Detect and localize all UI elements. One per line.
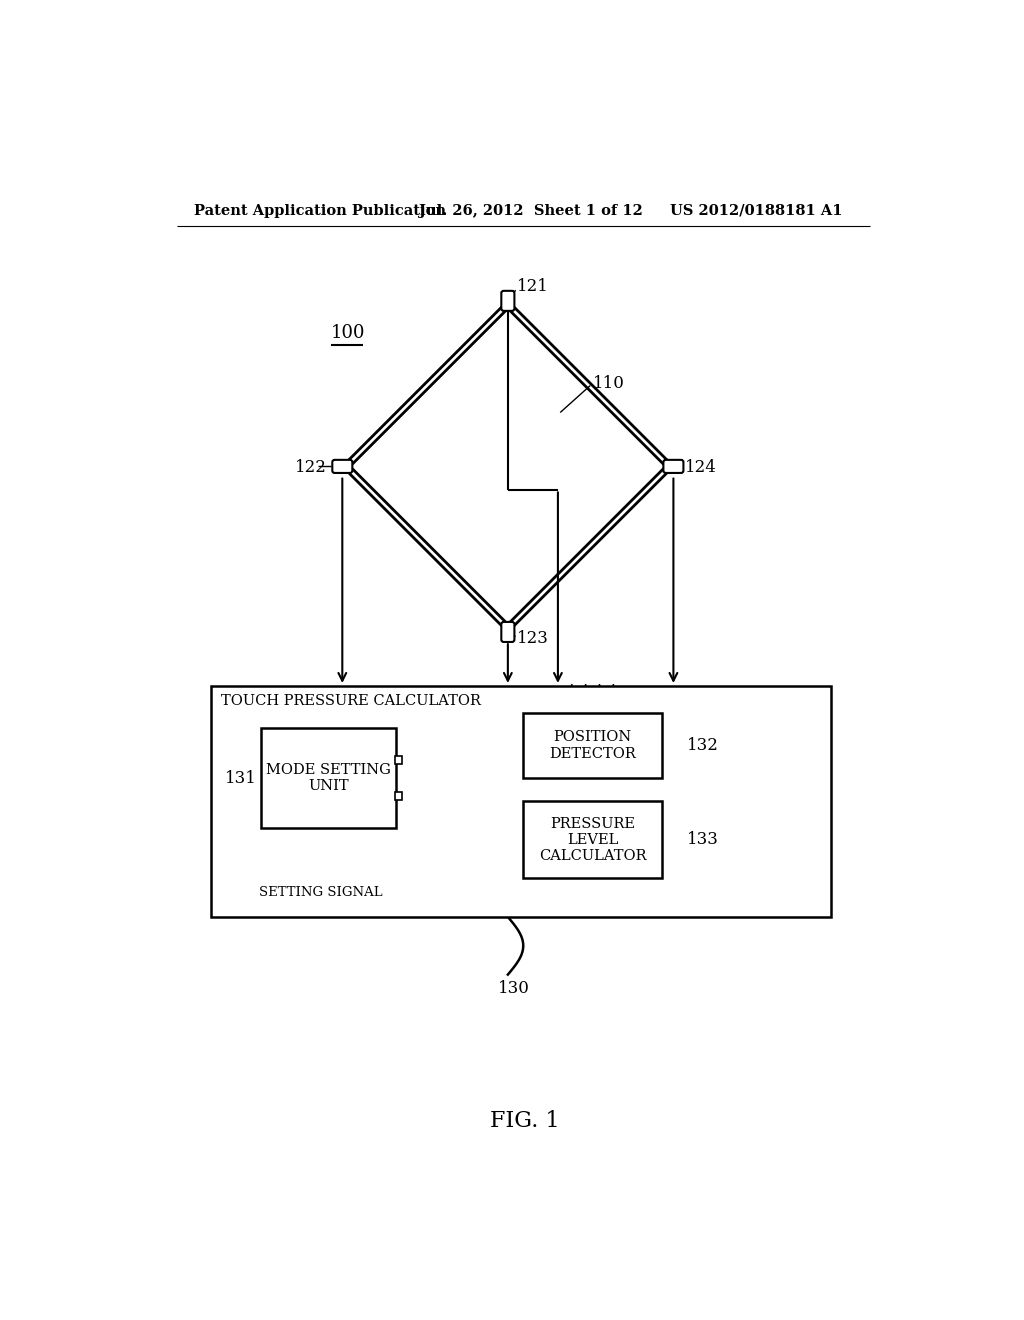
Text: 131: 131 [224, 770, 256, 787]
FancyBboxPatch shape [664, 459, 683, 473]
Text: US 2012/0188181 A1: US 2012/0188181 A1 [670, 203, 842, 218]
Text: 130: 130 [498, 979, 530, 997]
FancyBboxPatch shape [333, 459, 352, 473]
Text: PRESSURE
LEVEL
CALCULATOR: PRESSURE LEVEL CALCULATOR [539, 817, 646, 863]
Bar [211, 686, 831, 917]
Bar [261, 729, 396, 829]
Text: 100: 100 [331, 323, 366, 342]
Bar [523, 801, 662, 878]
Text: 132: 132 [686, 737, 719, 754]
Text: POSITION
DETECTOR: POSITION DETECTOR [549, 730, 636, 760]
Text: 124: 124 [685, 459, 717, 477]
Text: FIG. 1: FIG. 1 [490, 1110, 559, 1131]
Text: Jul. 26, 2012  Sheet 1 of 12: Jul. 26, 2012 Sheet 1 of 12 [419, 203, 643, 218]
Text: MODE SETTING
UNIT: MODE SETTING UNIT [266, 763, 391, 793]
FancyBboxPatch shape [502, 290, 514, 312]
Text: 123: 123 [517, 630, 549, 647]
Bar [395, 756, 401, 764]
Text: TOUCH PRESSURE CALCULATOR: TOUCH PRESSURE CALCULATOR [220, 694, 480, 709]
FancyBboxPatch shape [502, 622, 514, 642]
Text: 121: 121 [517, 279, 549, 296]
Text: Patent Application Publication: Patent Application Publication [194, 203, 445, 218]
Bar [395, 792, 401, 800]
Text: SETTING SIGNAL: SETTING SIGNAL [259, 886, 383, 899]
Text: 122: 122 [295, 459, 327, 477]
Text: 110: 110 [593, 375, 625, 392]
Bar [523, 713, 662, 779]
Text: 133: 133 [686, 832, 719, 849]
